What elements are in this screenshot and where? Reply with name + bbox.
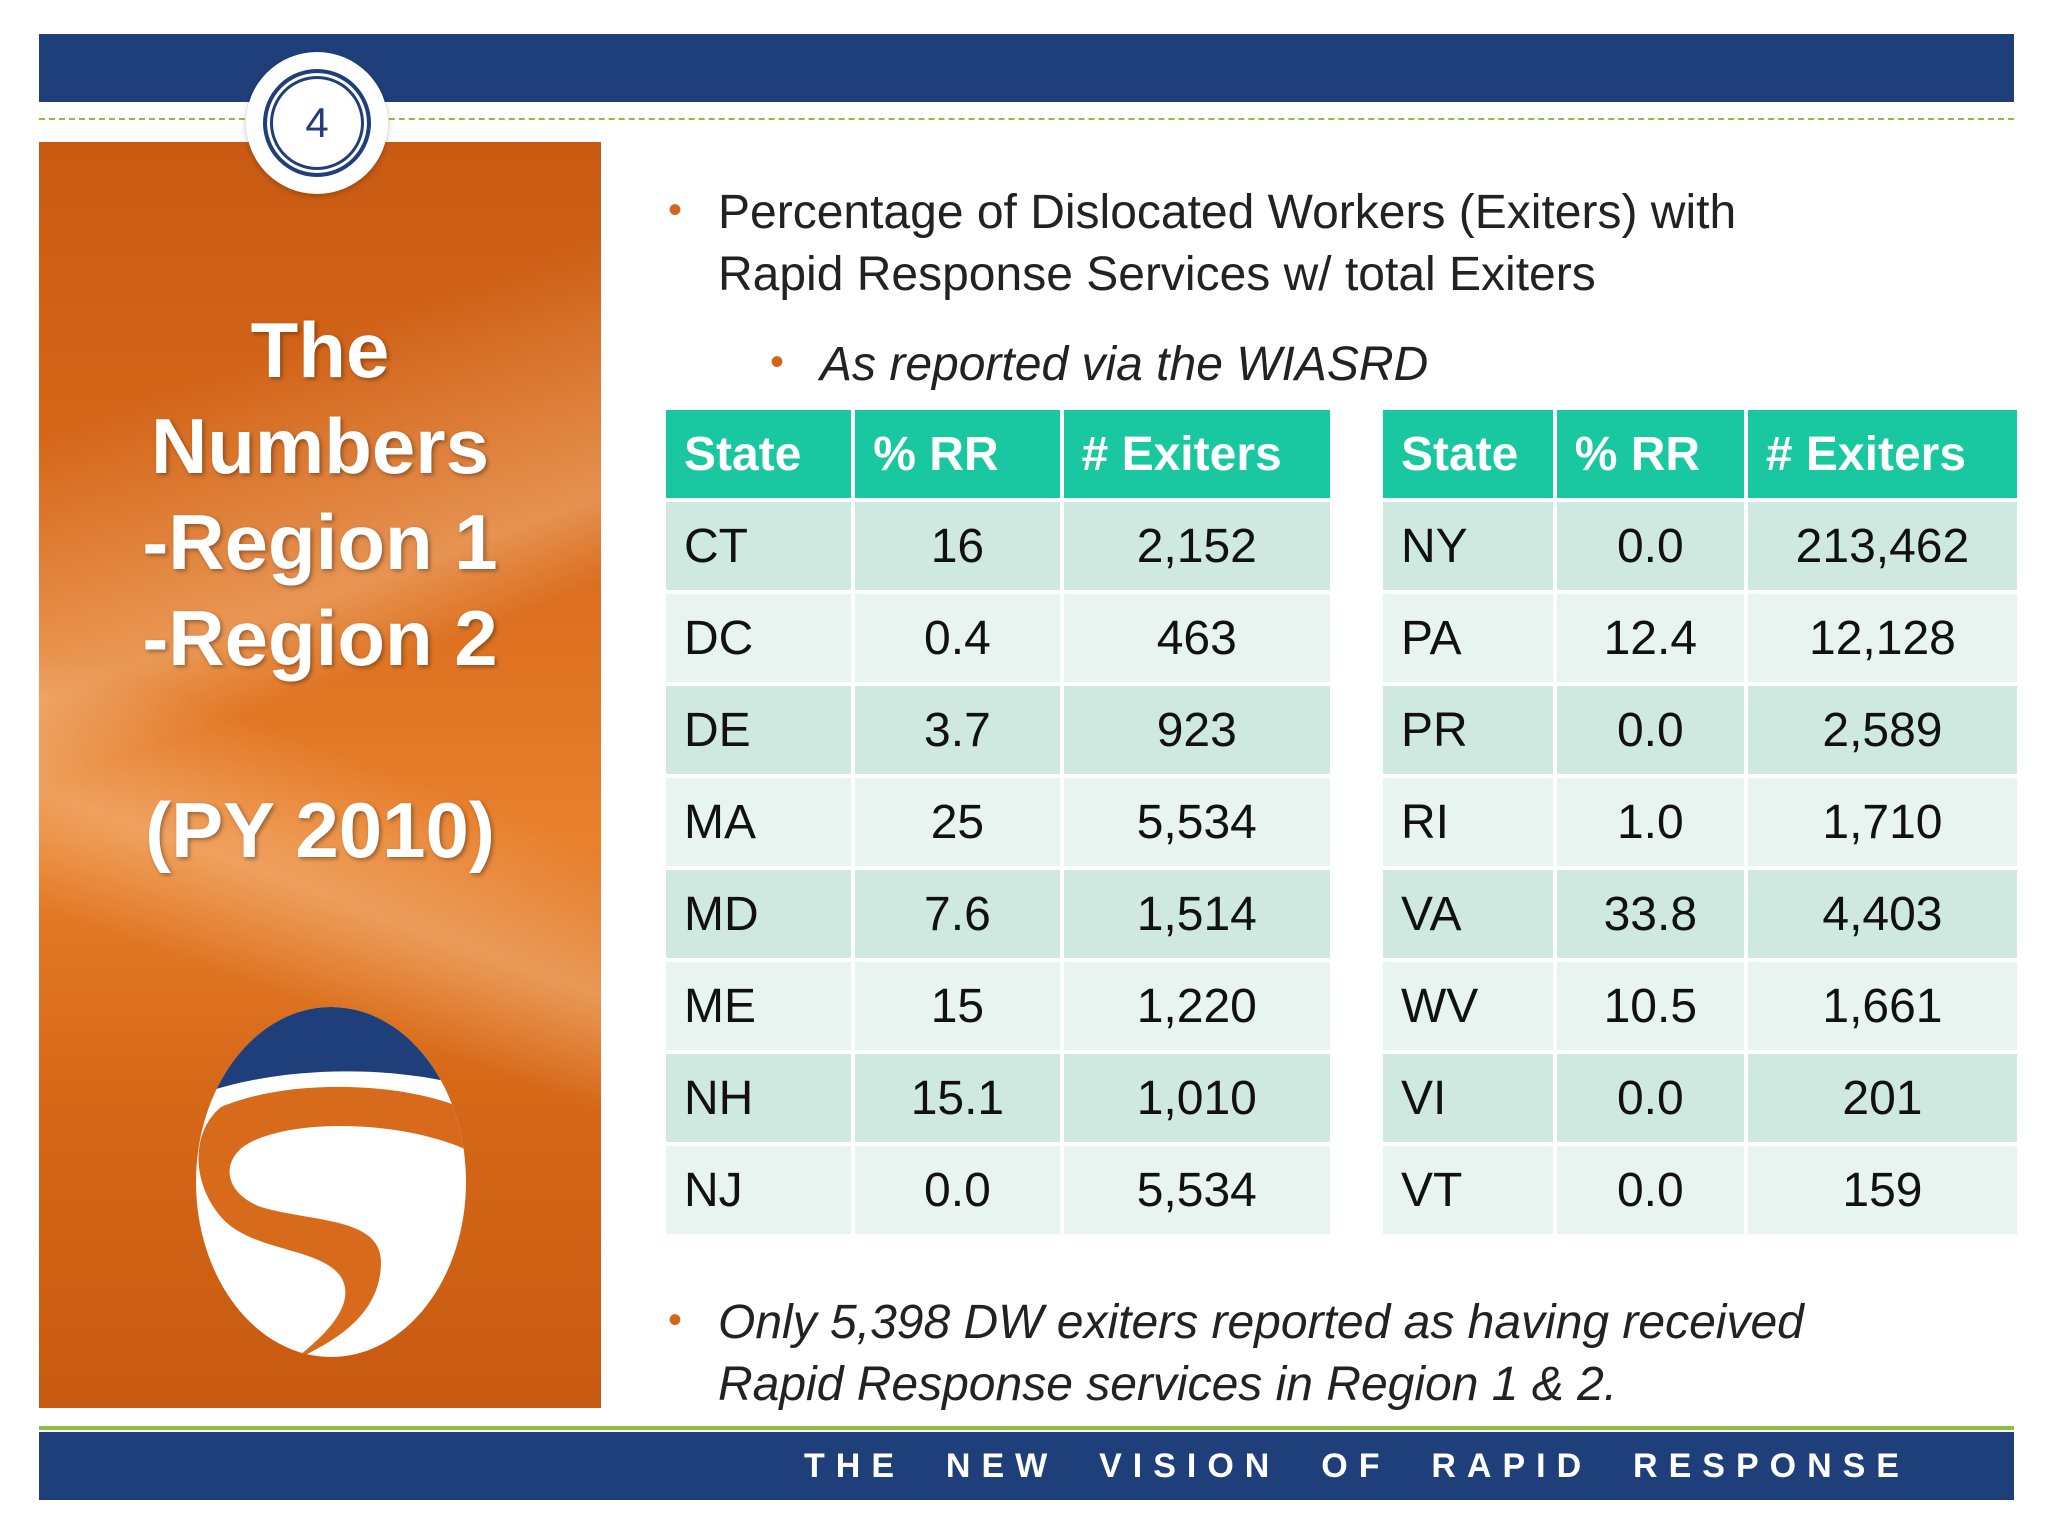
rr-cell: 7.6 xyxy=(855,870,1060,958)
table-row: NJ 0.0 5,534 xyxy=(666,1146,1330,1234)
state-cell: VT xyxy=(1383,1146,1553,1234)
table-row: MD 7.6 1,514 xyxy=(666,870,1330,958)
table-row: VA 33.8 4,403 xyxy=(1383,870,2017,958)
right-data-table: State % RR # Exiters NY 0.0 213,462 PA 12.4… xyxy=(1379,406,2021,1238)
exiters-cell: 463 xyxy=(1063,594,1330,682)
sub-bullet-icon: • xyxy=(770,340,785,384)
exiters-cell: 213,462 xyxy=(1747,502,2017,590)
table-row: VI 0.0 201 xyxy=(1383,1054,2017,1142)
state-cell: DE xyxy=(666,686,852,774)
table-row: ME 15 1,220 xyxy=(666,962,1330,1050)
table-row: NH 15.1 1,010 xyxy=(666,1054,1330,1142)
exiters-cell: 12,128 xyxy=(1747,594,2017,682)
main-bullet-line: Rapid Response Services w/ total Exiters xyxy=(718,248,1596,301)
program-year: (PY 2010) xyxy=(145,786,495,874)
exiters-cell: 1,220 xyxy=(1063,962,1330,1050)
bullet-icon: • xyxy=(668,188,683,232)
rr-cell: 12.4 xyxy=(1556,594,1744,682)
bottom-accent-line xyxy=(39,1426,2014,1430)
state-cell: PA xyxy=(1383,594,1553,682)
slide-number-badge: 4 xyxy=(246,52,388,194)
exiters-cell: 1,010 xyxy=(1063,1054,1330,1142)
rr-cell: 0.0 xyxy=(855,1146,1060,1234)
table-row: PA 12.4 12,128 xyxy=(1383,594,2017,682)
title-line: -Region 2 xyxy=(142,594,498,682)
state-cell: DC xyxy=(666,594,852,682)
rr-cell: 1.0 xyxy=(1556,778,1744,866)
exiters-cell: 159 xyxy=(1747,1146,2017,1234)
table-row: VT 0.0 159 xyxy=(1383,1146,2017,1234)
rr-cell: 0.0 xyxy=(1556,686,1744,774)
state-cell: CT xyxy=(666,502,852,590)
rr-cell: 16 xyxy=(855,502,1060,590)
exiters-cell: 5,534 xyxy=(1063,1146,1330,1234)
footer-banner: THE NEW VISION OF RAPID RESPONSE xyxy=(39,1432,2014,1500)
exiters-cell: 1,661 xyxy=(1747,962,2017,1050)
table-row: WV 10.5 1,661 xyxy=(1383,962,2017,1050)
table-row: RI 1.0 1,710 xyxy=(1383,778,2017,866)
sub-bullet: As reported via the WIASRD xyxy=(820,338,1429,391)
state-cell: NJ xyxy=(666,1146,852,1234)
exiters-cell: 2,589 xyxy=(1747,686,2017,774)
footer-bullet-line: Rapid Response services in Region 1 & 2. xyxy=(718,1358,1618,1411)
table-row: DC 0.4 463 xyxy=(666,594,1330,682)
state-cell: NY xyxy=(1383,502,1553,590)
title-panel: The Numbers -Region 1 -Region 2 (PY 2010… xyxy=(39,142,601,1408)
title-line: -Region 1 xyxy=(142,498,498,586)
left-data-table: State % RR # Exiters CT 16 2,152 DC 0.4 463 … xyxy=(662,406,1334,1238)
exiters-cell: 5,534 xyxy=(1063,778,1330,866)
rr-cell: 25 xyxy=(855,778,1060,866)
exiters-cell: 2,152 xyxy=(1063,502,1330,590)
column-header-rr: % RR xyxy=(855,410,1060,498)
state-cell: RI xyxy=(1383,778,1553,866)
rr-cell: 0.4 xyxy=(855,594,1060,682)
state-cell: ME xyxy=(666,962,852,1050)
table-header-row: State % RR # Exiters xyxy=(666,410,1330,498)
rr-cell: 0.0 xyxy=(1556,1054,1744,1142)
rr-cell: 10.5 xyxy=(1556,962,1744,1050)
state-cell: NH xyxy=(666,1054,852,1142)
state-cell: PR xyxy=(1383,686,1553,774)
title-line: Numbers xyxy=(150,402,490,490)
rr-cell: 15.1 xyxy=(855,1054,1060,1142)
footer-tagline: THE NEW VISION OF RAPID RESPONSE xyxy=(804,1447,1910,1485)
state-cell: VA xyxy=(1383,870,1553,958)
exiters-cell: 1,710 xyxy=(1747,778,2017,866)
state-cell: MD xyxy=(666,870,852,958)
slide-title: The Numbers -Region 1 -Region 2 xyxy=(39,302,601,686)
state-cell: MA xyxy=(666,778,852,866)
table-row: PR 0.0 2,589 xyxy=(1383,686,2017,774)
footer-bullet-icon: • xyxy=(668,1298,683,1342)
rr-cell: 0.0 xyxy=(1556,502,1744,590)
rr-cell: 0.0 xyxy=(1556,1146,1744,1234)
slide-number: 4 xyxy=(263,69,371,177)
table-row: DE 3.7 923 xyxy=(666,686,1330,774)
main-bullet-line: Percentage of Dislocated Workers (Exiter… xyxy=(718,186,1737,239)
state-cell: WV xyxy=(1383,962,1553,1050)
rr-cell: 33.8 xyxy=(1556,870,1744,958)
footer-bullet: Only 5,398 DW exiters reported as having… xyxy=(718,1292,1998,1416)
column-header-exiters: # Exiters xyxy=(1747,410,2017,498)
organization-logo-icon xyxy=(196,1007,466,1357)
column-header-state: State xyxy=(1383,410,1553,498)
column-header-rr: % RR xyxy=(1556,410,1744,498)
exiters-cell: 201 xyxy=(1747,1054,2017,1142)
title-line: The xyxy=(250,306,390,394)
column-header-state: State xyxy=(666,410,852,498)
table-row: CT 16 2,152 xyxy=(666,502,1330,590)
rr-cell: 15 xyxy=(855,962,1060,1050)
column-header-exiters: # Exiters xyxy=(1063,410,1330,498)
table-row: NY 0.0 213,462 xyxy=(1383,502,2017,590)
table-row: MA 25 5,534 xyxy=(666,778,1330,866)
rr-cell: 3.7 xyxy=(855,686,1060,774)
footer-bullet-line: Only 5,398 DW exiters reported as having… xyxy=(718,1296,1804,1349)
state-cell: VI xyxy=(1383,1054,1553,1142)
main-bullet: Percentage of Dislocated Workers (Exiter… xyxy=(718,182,1998,306)
dashed-divider xyxy=(39,118,2014,120)
exiters-cell: 1,514 xyxy=(1063,870,1330,958)
exiters-cell: 923 xyxy=(1063,686,1330,774)
exiters-cell: 4,403 xyxy=(1747,870,2017,958)
table-header-row: State % RR # Exiters xyxy=(1383,410,2017,498)
